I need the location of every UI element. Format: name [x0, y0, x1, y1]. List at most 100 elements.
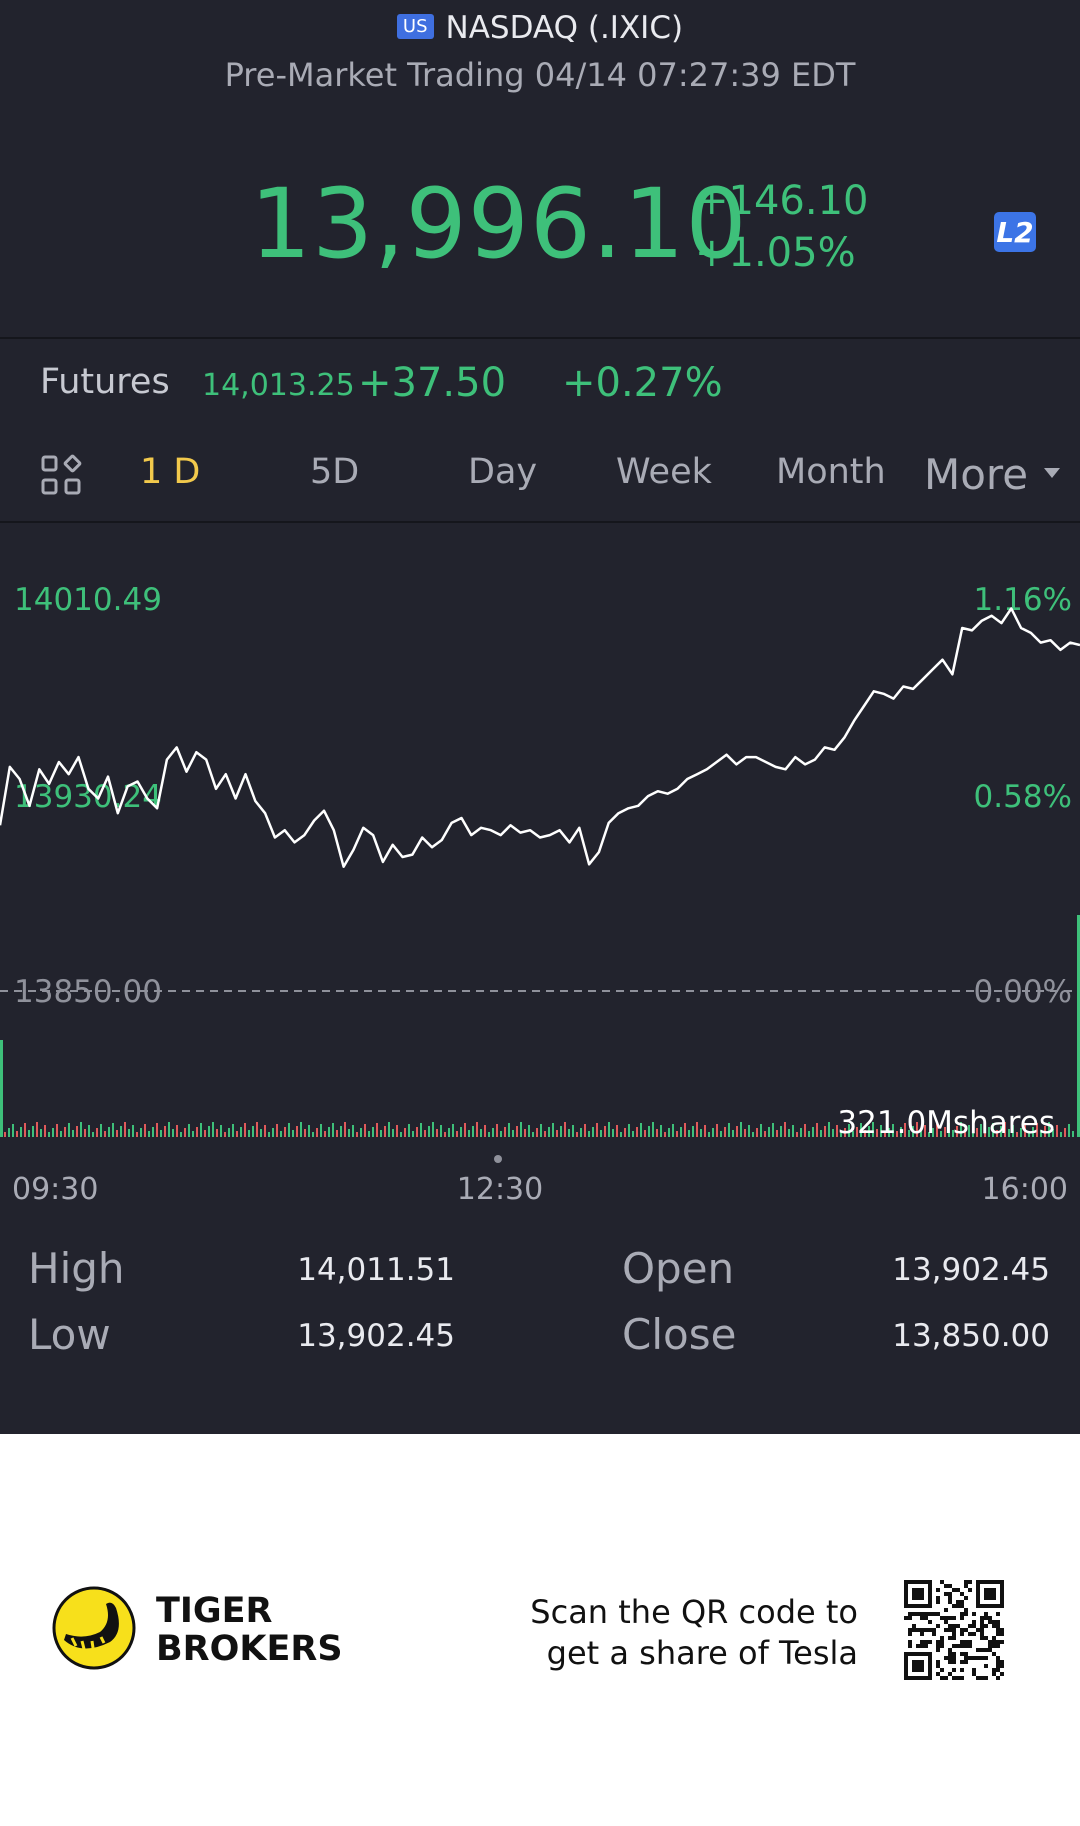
- volume-bar: [984, 1131, 986, 1137]
- volume-bar: [708, 1132, 710, 1137]
- midday-marker: [494, 1155, 502, 1163]
- volume-bar: [404, 1128, 406, 1137]
- qr-module: [952, 1636, 956, 1640]
- volume-bar: [304, 1129, 306, 1137]
- qr-module: [908, 1628, 912, 1632]
- qr-module: [928, 1620, 932, 1624]
- volume-bar: [284, 1127, 286, 1137]
- volume-bar: [292, 1130, 294, 1137]
- qr-module: [948, 1648, 952, 1652]
- price-line: [0, 607, 1080, 868]
- qr-module: [908, 1632, 912, 1636]
- qr-module: [960, 1668, 964, 1672]
- volume-bar: [592, 1127, 594, 1137]
- qr-module: [924, 1628, 928, 1632]
- volume-bar: [820, 1130, 822, 1137]
- volume-bar: [1036, 1123, 1038, 1137]
- qr-module: [960, 1640, 964, 1644]
- volume-bar: [212, 1122, 214, 1137]
- qr-module: [908, 1616, 912, 1620]
- qr-module: [964, 1584, 968, 1588]
- tab-month[interactable]: Month: [776, 452, 886, 492]
- qr-module: [952, 1676, 956, 1680]
- qr-module: [952, 1616, 956, 1620]
- volume-bar: [232, 1124, 234, 1137]
- tab-week[interactable]: Week: [616, 452, 712, 492]
- qr-module: [996, 1640, 1000, 1644]
- qr-module: [976, 1656, 980, 1660]
- qr-module: [992, 1644, 996, 1648]
- qr-module: [972, 1672, 976, 1676]
- open-value: 13,902.45: [892, 1252, 1050, 1288]
- qr-module: [984, 1648, 988, 1652]
- volume-bar: [620, 1132, 622, 1137]
- caret-down-icon[interactable]: [1044, 468, 1060, 478]
- qr-module: [940, 1636, 944, 1640]
- volume-bar: [372, 1127, 374, 1137]
- volume-bar: [440, 1125, 442, 1137]
- volume-bar: [892, 1124, 894, 1137]
- volume-bar: [84, 1129, 86, 1137]
- qr-module: [988, 1620, 992, 1624]
- volume-bar: [1048, 1122, 1050, 1137]
- qr-module: [984, 1616, 988, 1620]
- qr-module: [984, 1588, 996, 1600]
- volume-bar: [712, 1128, 714, 1137]
- tab-5d[interactable]: 5D: [310, 452, 360, 492]
- chart-type-icon[interactable]: [40, 454, 82, 496]
- qr-module: [964, 1652, 968, 1656]
- volume-bar: [932, 1128, 934, 1137]
- qr-module: [996, 1612, 1000, 1616]
- qr-module: [980, 1620, 984, 1624]
- qr-module: [952, 1588, 956, 1592]
- qr-module: [924, 1640, 928, 1644]
- volume-bar: [240, 1127, 242, 1137]
- volume-bar: [576, 1132, 578, 1137]
- volume-bar: [656, 1129, 658, 1137]
- volume-bar: [1028, 1131, 1030, 1137]
- volume-bar: [72, 1130, 74, 1137]
- volume-bar: [504, 1127, 506, 1137]
- tab-day[interactable]: Day: [468, 452, 538, 492]
- tab-more[interactable]: More: [924, 450, 1029, 499]
- volume-bar: [552, 1123, 554, 1137]
- qr-module: [940, 1640, 944, 1644]
- volume-bar: [324, 1131, 326, 1137]
- volume-bar: [628, 1124, 630, 1137]
- volume-bar: [920, 1129, 922, 1137]
- volume-bar: [288, 1123, 290, 1137]
- volume-bar: [524, 1129, 526, 1137]
- qr-code-icon[interactable]: [904, 1580, 1004, 1680]
- intraday-chart[interactable]: 14010.49 13930.24 13850.00 1.16% 0.58% 0…: [0, 525, 1080, 1205]
- volume-bar: [556, 1130, 558, 1137]
- volume-bar: [28, 1130, 30, 1137]
- qr-module: [996, 1664, 1000, 1668]
- qr-module: [1000, 1628, 1004, 1632]
- qr-module: [1000, 1660, 1004, 1664]
- qr-module: [948, 1592, 952, 1596]
- volume-bar: [912, 1126, 914, 1137]
- volume-bar: [76, 1126, 78, 1137]
- volume-bar: [936, 1124, 938, 1137]
- volume-bar: [720, 1131, 722, 1137]
- tab-1d[interactable]: 1 D: [140, 452, 201, 492]
- volume-bar: [784, 1122, 786, 1137]
- level2-button[interactable]: L2: [994, 212, 1036, 252]
- volume-bar: [580, 1128, 582, 1137]
- volume-bar: [364, 1124, 366, 1137]
- volume-bar: [796, 1132, 798, 1137]
- volume-bar: [992, 1123, 994, 1137]
- volume-bar: [948, 1123, 950, 1137]
- qr-module: [992, 1636, 996, 1640]
- volume-bar: [16, 1131, 18, 1137]
- volume-bar: [496, 1124, 498, 1137]
- qr-module: [920, 1640, 924, 1644]
- qr-module: [984, 1636, 988, 1640]
- qr-module: [916, 1612, 920, 1616]
- qr-module: [952, 1644, 956, 1648]
- volume-bar: [160, 1130, 162, 1137]
- volume-bar: [64, 1127, 66, 1137]
- qr-module: [936, 1588, 940, 1592]
- volume-bar: [536, 1128, 538, 1137]
- volume-bar: [816, 1123, 818, 1137]
